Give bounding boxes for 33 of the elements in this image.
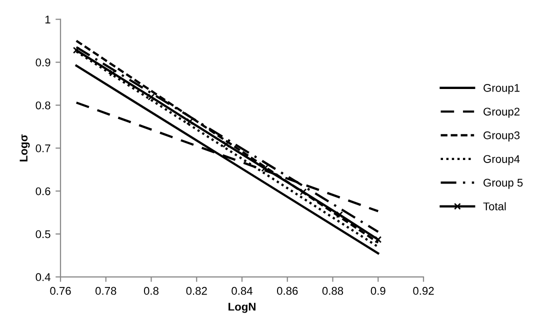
x-tick-label: 0.9: [370, 286, 386, 295]
x-tick-label: 0.78: [95, 286, 116, 295]
y-tick-label: 0.5: [36, 230, 50, 238]
point: [222, 140, 230, 148]
x-tick-label: 0.88: [322, 286, 344, 295]
point: [374, 236, 382, 244]
x-tick-label: 0.84: [232, 286, 252, 295]
point: [336, 211, 344, 218]
legend-label: Group1: [484, 84, 520, 94]
x-tick-label: 0.8: [144, 286, 158, 295]
x-tick-label: 0.76: [50, 286, 71, 295]
legend-label: Total: [483, 202, 506, 210]
legend-label: Group3: [484, 131, 520, 142]
y-tick-label: 0.4: [36, 273, 50, 282]
legend-label: Group4: [484, 155, 520, 166]
legend-label: Group 5: [484, 178, 523, 189]
point: [300, 188, 307, 196]
y-axis-title: Logσ: [20, 134, 30, 162]
y-tick-label: 0.9: [36, 58, 50, 66]
point: [109, 70, 116, 76]
point: [72, 46, 80, 54]
y-tick-label: 1: [45, 16, 50, 24]
y-tick-label: 0.7: [36, 144, 50, 152]
legend-label: Group2: [484, 108, 520, 118]
point: [148, 94, 155, 100]
x-axis-title: LogN: [228, 302, 256, 313]
x-tick-label: 0.86: [276, 286, 298, 295]
y-tick-label: 0.6: [36, 187, 50, 196]
y-tick-label: 0.8: [36, 101, 50, 110]
x-tick-label: 0.82: [186, 286, 207, 295]
point: [186, 118, 194, 125]
x-tick-label: 0.92: [413, 286, 434, 295]
point: [261, 164, 268, 172]
